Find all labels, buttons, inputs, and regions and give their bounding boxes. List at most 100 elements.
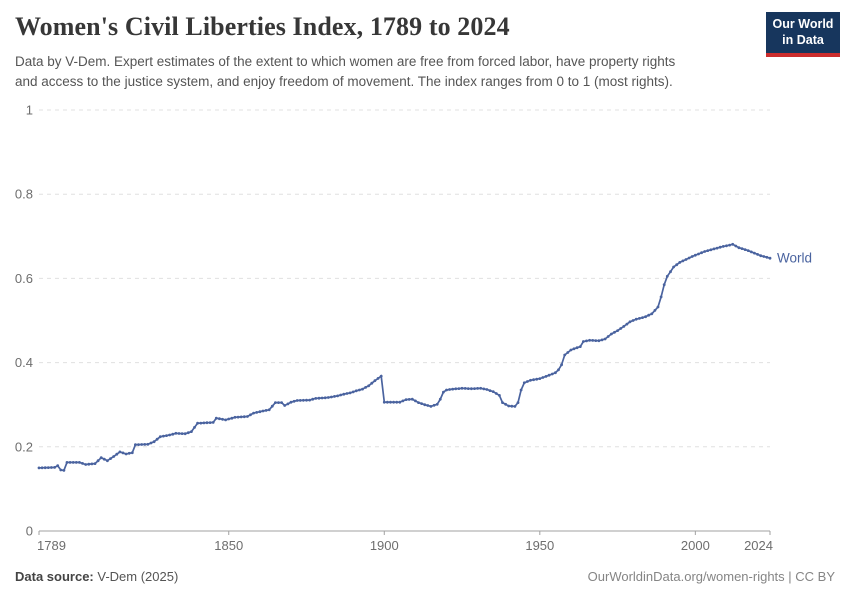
x-tick-label: 1900	[370, 538, 399, 553]
series-marker	[473, 387, 476, 390]
series-marker	[715, 246, 719, 250]
series-marker	[218, 417, 221, 421]
series-marker	[647, 313, 651, 317]
chart-footer: Data source: V-Dem (2025) OurWorldinData…	[15, 569, 835, 584]
series-marker	[535, 377, 539, 381]
owid-logo-line1: Our World	[772, 16, 834, 31]
series-marker	[233, 415, 237, 419]
series-marker	[669, 270, 672, 274]
series-marker	[190, 430, 193, 433]
series-marker	[693, 253, 697, 257]
series-marker	[165, 434, 168, 437]
series-marker	[236, 415, 240, 419]
series-marker	[152, 440, 156, 444]
series-marker	[186, 431, 190, 435]
series-marker	[606, 335, 610, 338]
series-marker	[585, 339, 588, 343]
y-tick-label: 0.4	[15, 355, 33, 370]
series-marker	[87, 462, 91, 466]
series-marker	[354, 389, 358, 393]
series-marker	[311, 397, 315, 401]
series-marker	[485, 388, 489, 391]
series-marker	[765, 255, 769, 259]
series-marker	[361, 387, 364, 391]
data-source-label: Data source:	[15, 569, 94, 584]
owid-logo-line2: in Data	[782, 32, 824, 47]
series-marker	[358, 388, 361, 392]
series-marker	[246, 415, 249, 418]
series-marker	[333, 395, 336, 398]
series-marker	[532, 378, 535, 382]
series-marker	[737, 246, 741, 250]
series-marker	[84, 463, 88, 466]
series-marker	[681, 259, 685, 263]
series-marker	[662, 283, 666, 287]
series-marker	[62, 469, 66, 472]
series-marker	[470, 387, 473, 391]
y-tick-label: 0.2	[15, 439, 33, 454]
series-marker	[320, 396, 324, 400]
chart-subtitle: Data by V-Dem. Expert estimates of the e…	[15, 54, 676, 90]
series-marker	[280, 401, 283, 404]
series-marker	[435, 402, 439, 406]
series-marker	[578, 345, 582, 348]
series-marker	[712, 247, 716, 251]
data-source: Data source: V-Dem (2025)	[15, 569, 178, 584]
series-marker	[106, 459, 109, 463]
series-marker	[239, 415, 243, 419]
series-marker	[68, 461, 72, 464]
series-marker	[575, 346, 579, 350]
series-marker	[348, 391, 352, 395]
series-marker	[174, 431, 178, 435]
series-marker	[460, 386, 464, 390]
series-marker	[569, 348, 573, 352]
series-marker	[298, 399, 302, 402]
y-tick-label: 0.8	[15, 187, 33, 202]
series-marker	[718, 245, 722, 249]
series-marker	[563, 353, 567, 357]
series-marker	[196, 421, 200, 425]
series-marker	[466, 387, 470, 390]
series-marker	[675, 263, 679, 267]
series-marker	[56, 464, 60, 468]
x-tick-label: 1950	[525, 538, 554, 553]
series-marker	[326, 396, 330, 399]
series-line	[38, 243, 771, 472]
series-marker	[743, 248, 747, 252]
series-marker	[749, 250, 753, 254]
series-marker	[183, 432, 187, 436]
series-marker	[270, 404, 274, 408]
series-marker	[756, 253, 759, 256]
series-marker	[625, 322, 629, 326]
y-tick-label: 1	[26, 103, 33, 118]
series-marker	[628, 320, 632, 324]
series-marker	[410, 397, 414, 401]
series-marker	[538, 377, 542, 380]
series-marker	[96, 459, 100, 463]
series-marker	[249, 413, 252, 417]
series-marker	[302, 398, 305, 402]
series-marker	[697, 252, 700, 256]
series-marker	[109, 457, 112, 460]
series-marker	[554, 371, 557, 375]
series-marker	[622, 325, 626, 328]
series-marker	[725, 244, 728, 248]
series-marker	[395, 400, 399, 404]
series-marker	[407, 398, 411, 401]
series-marker	[619, 327, 623, 330]
series-marker	[314, 397, 318, 400]
series-marker	[351, 390, 355, 394]
series-marker	[308, 398, 311, 402]
series-marker	[292, 399, 296, 403]
series-marker	[155, 437, 159, 441]
series-marker	[242, 415, 246, 419]
series-marker	[286, 402, 290, 406]
page-title: Women's Civil Liberties Index, 1789 to 2…	[15, 12, 510, 41]
series-marker	[168, 433, 172, 437]
series-marker	[501, 401, 504, 404]
series-marker	[149, 441, 153, 445]
series-marker	[339, 393, 343, 397]
series-marker	[158, 435, 162, 439]
footer-link[interactable]: OurWorldinData.org/women-rights | CC BY	[587, 569, 835, 584]
